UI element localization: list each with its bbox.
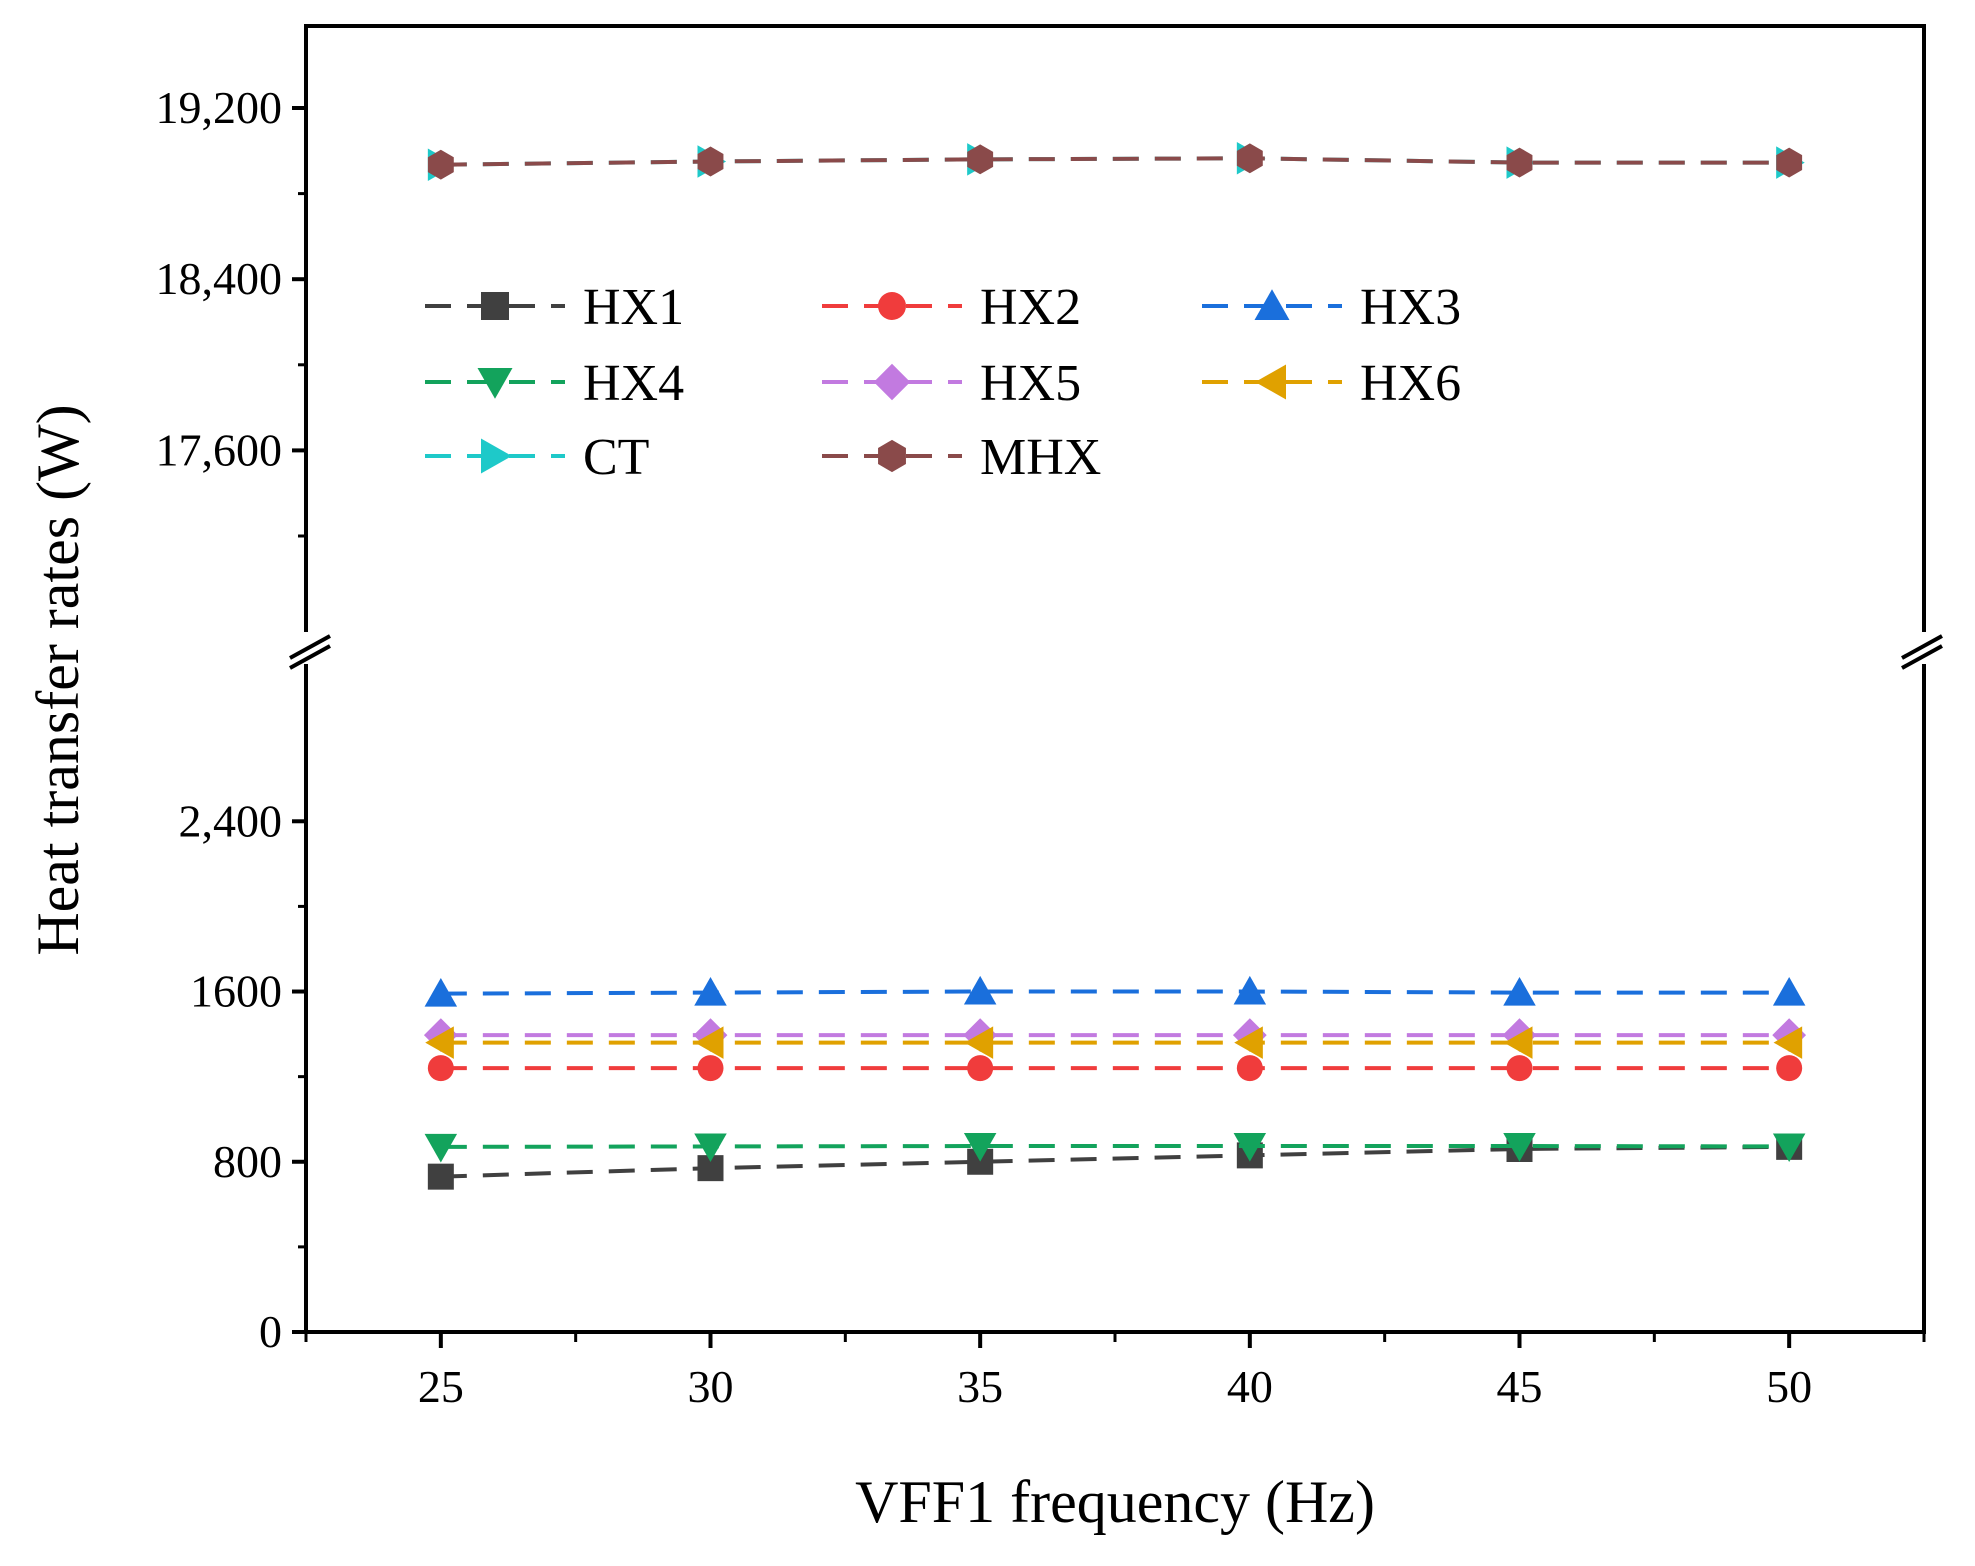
series-mhx xyxy=(427,143,1803,180)
y-ticks: 0 800 1600 2,400 17,600 18,400 19,200 xyxy=(156,82,306,1357)
x-tick-label: 45 xyxy=(1497,1361,1543,1412)
series-hx6 xyxy=(425,1026,1803,1059)
data-point xyxy=(967,1055,994,1082)
x-tick-label: 50 xyxy=(1766,1361,1812,1412)
series-hx4 xyxy=(424,1133,1806,1163)
data-point xyxy=(694,1026,724,1059)
axes-layer: 0 800 1600 2,400 17,600 18,400 19,200 25 30 35 40… xyxy=(25,24,1943,1535)
axis-break-mark-right-2 xyxy=(1901,644,1943,670)
data-point xyxy=(427,1163,454,1190)
series-line xyxy=(440,156,1790,167)
legend-marker xyxy=(878,292,906,320)
legend: HX1 HX2 HX3 HX4 HX5 HX6 CT MHX xyxy=(425,279,1461,486)
y-tick-label: 19,200 xyxy=(156,82,283,133)
legend-item-hx5: HX5 xyxy=(822,355,1081,412)
y-tick-label: 800 xyxy=(213,1136,282,1187)
legend-label: CT xyxy=(583,429,649,486)
data-point xyxy=(697,1055,724,1082)
data-point xyxy=(1503,1133,1536,1162)
x-tick-label: 40 xyxy=(1227,1361,1273,1412)
plot-frame xyxy=(304,24,1926,1334)
data-point xyxy=(1236,143,1263,174)
legend-item-hx3: HX3 xyxy=(1202,279,1461,336)
x-axis-title: VFF1 frequency (Hz) xyxy=(855,1469,1375,1535)
data-point xyxy=(963,975,997,1005)
axis-break-mark-left-2 xyxy=(289,644,331,670)
legend-label: HX3 xyxy=(1360,279,1461,336)
data-point xyxy=(1503,1026,1533,1059)
y-tick-label: 17,600 xyxy=(156,424,283,475)
legend-label: HX4 xyxy=(583,355,684,412)
legend-label: HX5 xyxy=(980,355,1081,412)
data-point xyxy=(427,149,454,180)
series-hx3 xyxy=(424,975,1806,1007)
legend-marker xyxy=(1255,364,1286,400)
data-point xyxy=(964,1026,994,1059)
series-hx1 xyxy=(427,1133,1803,1190)
data-point xyxy=(1773,1026,1803,1059)
legend-item-hx2: HX2 xyxy=(822,279,1081,336)
data-point xyxy=(1772,976,1806,1006)
axis-break-mark-right-1 xyxy=(1901,634,1943,660)
data-point xyxy=(694,976,727,1006)
data-point xyxy=(1772,1133,1806,1163)
legend-item-hx6: HX6 xyxy=(1202,355,1461,412)
legend-marker xyxy=(873,363,911,401)
x-ticks: 25 30 35 40 45 50 xyxy=(304,1332,1926,1412)
series-hx2 xyxy=(427,1055,1803,1082)
x-tick-label: 30 xyxy=(688,1361,734,1412)
series-line xyxy=(440,1144,1790,1179)
data-point xyxy=(424,978,458,1007)
data-point xyxy=(1236,1055,1263,1082)
data-point xyxy=(424,1133,458,1163)
series-line xyxy=(440,1144,1790,1149)
data-point xyxy=(1234,1026,1263,1059)
legend-marker xyxy=(481,292,509,320)
legend-marker xyxy=(481,438,512,474)
data-point xyxy=(1776,147,1803,178)
data-point xyxy=(425,1026,454,1059)
y-axis-title: Heat transfer rates (W) xyxy=(25,404,91,955)
data-point xyxy=(1506,147,1533,178)
data-point xyxy=(694,1133,727,1163)
legend-label: HX2 xyxy=(980,279,1081,336)
series-layer xyxy=(423,142,1807,1190)
series-hx5 xyxy=(423,1018,1807,1053)
series-line xyxy=(440,989,1790,996)
y-tick-label: 2,400 xyxy=(179,795,283,846)
y-tick-label: 1600 xyxy=(190,966,282,1017)
data-point xyxy=(1233,975,1267,1005)
data-point xyxy=(697,146,724,177)
legend-item-mhx: MHX xyxy=(822,429,1101,486)
legend-label: MHX xyxy=(980,429,1101,486)
legend-item-ct: CT xyxy=(425,429,649,486)
data-point xyxy=(1233,1133,1267,1162)
data-point xyxy=(1503,976,1536,1006)
x-tick-label: 35 xyxy=(957,1361,1003,1412)
legend-marker xyxy=(878,439,906,473)
y-tick-label: 0 xyxy=(259,1306,282,1357)
y-tick-label: 18,400 xyxy=(156,253,283,304)
legend-item-hx1: HX1 xyxy=(425,279,684,336)
data-point xyxy=(963,1133,997,1162)
data-point xyxy=(967,144,994,175)
legend-marker xyxy=(1254,289,1290,320)
legend-item-hx4: HX4 xyxy=(425,355,684,412)
data-point xyxy=(1506,1055,1533,1082)
x-tick-label: 25 xyxy=(418,1361,464,1412)
legend-label: HX1 xyxy=(583,279,684,336)
legend-label: HX6 xyxy=(1360,355,1461,412)
data-point xyxy=(1776,1055,1803,1082)
legend-marker xyxy=(477,368,513,399)
data-point xyxy=(427,1055,454,1082)
axis-break-mark-left-1 xyxy=(289,634,331,660)
